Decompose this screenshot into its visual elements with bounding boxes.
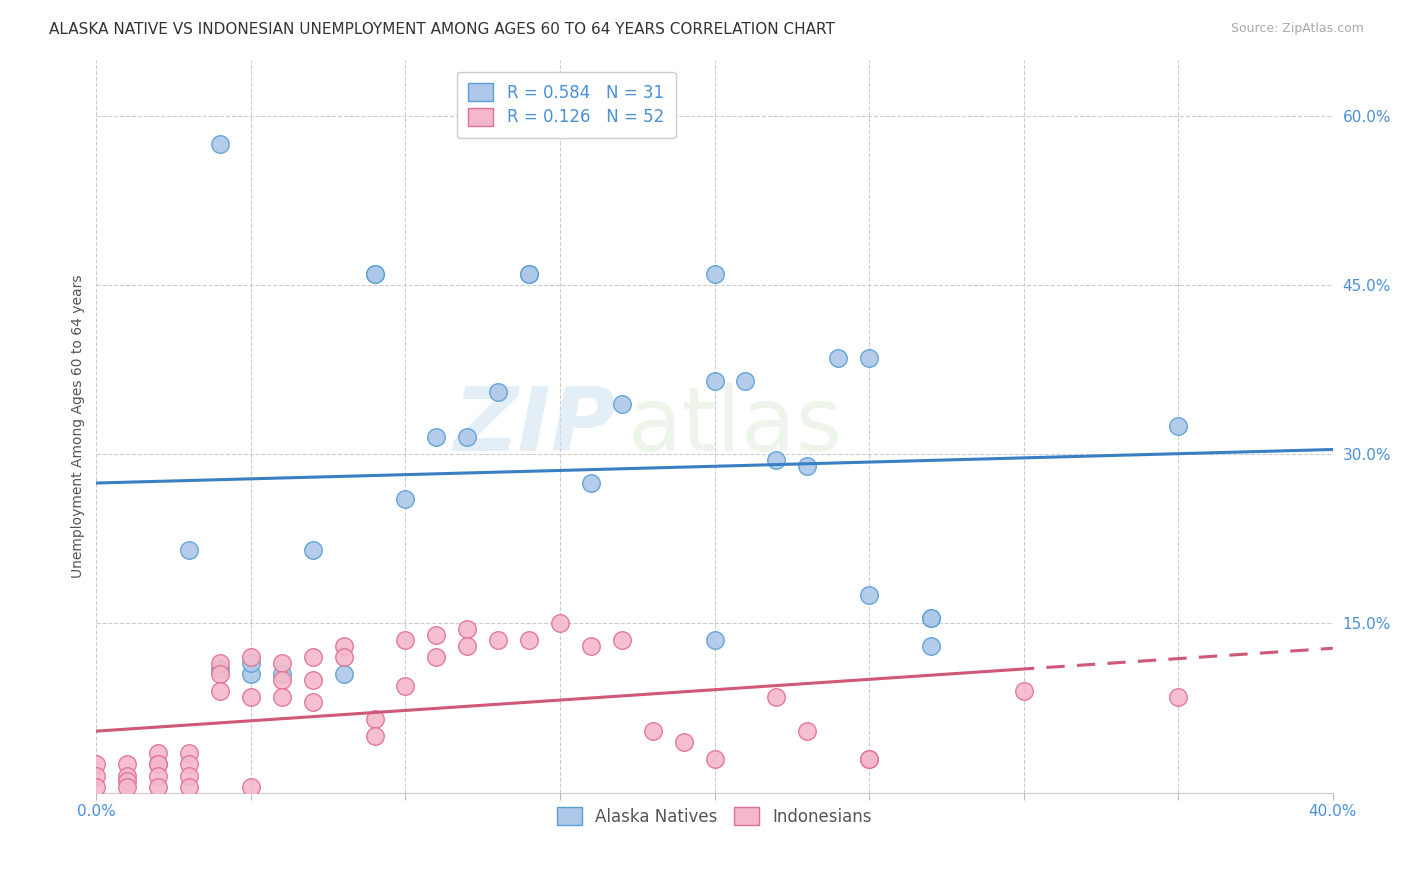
Point (117, 780, 139, 794)
Point (765, 453, 787, 467)
Point (641, 723, 664, 738)
Point (858, 752, 880, 766)
Point (117, 774, 139, 789)
Point (177, 780, 200, 794)
Point (734, 374, 756, 388)
Point (177, 543, 200, 558)
Point (332, 650, 354, 665)
Text: Source: ZipAtlas.com: Source: ZipAtlas.com (1230, 22, 1364, 36)
Point (208, 667, 231, 681)
Point (1167, 419, 1189, 434)
Point (146, 757, 169, 772)
Point (703, 267, 725, 281)
Point (363, 267, 385, 281)
Legend: Alaska Natives, Indonesians: Alaska Natives, Indonesians (547, 797, 882, 836)
Point (177, 757, 200, 772)
Point (394, 492, 416, 507)
Point (208, 684, 231, 698)
Point (1012, 684, 1035, 698)
Point (301, 695, 323, 709)
Point (239, 780, 262, 794)
Point (301, 650, 323, 665)
Point (301, 673, 323, 687)
Point (117, 769, 139, 783)
Point (858, 588, 880, 602)
Point (117, 757, 139, 772)
Text: ZIP: ZIP (453, 383, 616, 469)
Point (239, 656, 262, 670)
Point (425, 650, 447, 665)
Point (208, 662, 231, 676)
Text: ALASKA NATIVE VS INDONESIAN UNEMPLOYMENT AMONG AGES 60 TO 64 YEARS CORRELATION C: ALASKA NATIVE VS INDONESIAN UNEMPLOYMENT… (49, 22, 835, 37)
Point (363, 267, 385, 281)
Point (548, 616, 571, 631)
Point (239, 667, 262, 681)
Point (270, 667, 292, 681)
Point (486, 385, 509, 400)
Point (146, 746, 169, 760)
Point (270, 656, 292, 670)
Point (920, 639, 942, 653)
Y-axis label: Unemployment Among Ages 60 to 64 years: Unemployment Among Ages 60 to 64 years (72, 275, 86, 578)
Point (86, 780, 108, 794)
Point (920, 611, 942, 625)
Point (270, 673, 292, 687)
Point (1167, 690, 1189, 704)
Point (270, 690, 292, 704)
Point (517, 267, 540, 281)
Point (456, 622, 478, 636)
Point (858, 351, 880, 366)
Point (456, 430, 478, 444)
Point (239, 650, 262, 665)
Point (703, 374, 725, 388)
Point (239, 690, 262, 704)
Point (672, 735, 695, 749)
Text: atlas: atlas (628, 383, 844, 469)
Point (858, 752, 880, 766)
Point (177, 769, 200, 783)
Point (765, 690, 787, 704)
Point (394, 633, 416, 648)
Point (456, 639, 478, 653)
Point (86, 769, 108, 783)
Point (363, 729, 385, 743)
Point (517, 633, 540, 648)
Point (363, 712, 385, 726)
Point (610, 633, 633, 648)
Point (703, 633, 725, 648)
Point (146, 769, 169, 783)
Point (517, 267, 540, 281)
Point (425, 430, 447, 444)
Point (486, 633, 509, 648)
Point (394, 679, 416, 693)
Point (208, 137, 231, 152)
Point (86, 757, 108, 772)
Point (332, 667, 354, 681)
Point (920, 611, 942, 625)
Point (425, 628, 447, 642)
Point (177, 746, 200, 760)
Point (796, 723, 818, 738)
Point (146, 780, 169, 794)
Point (796, 458, 818, 473)
Point (579, 475, 602, 490)
Point (827, 351, 849, 366)
Point (332, 639, 354, 653)
Point (703, 752, 725, 766)
Point (146, 757, 169, 772)
Point (610, 396, 633, 410)
Point (301, 543, 323, 558)
Point (208, 656, 231, 670)
Point (579, 639, 602, 653)
